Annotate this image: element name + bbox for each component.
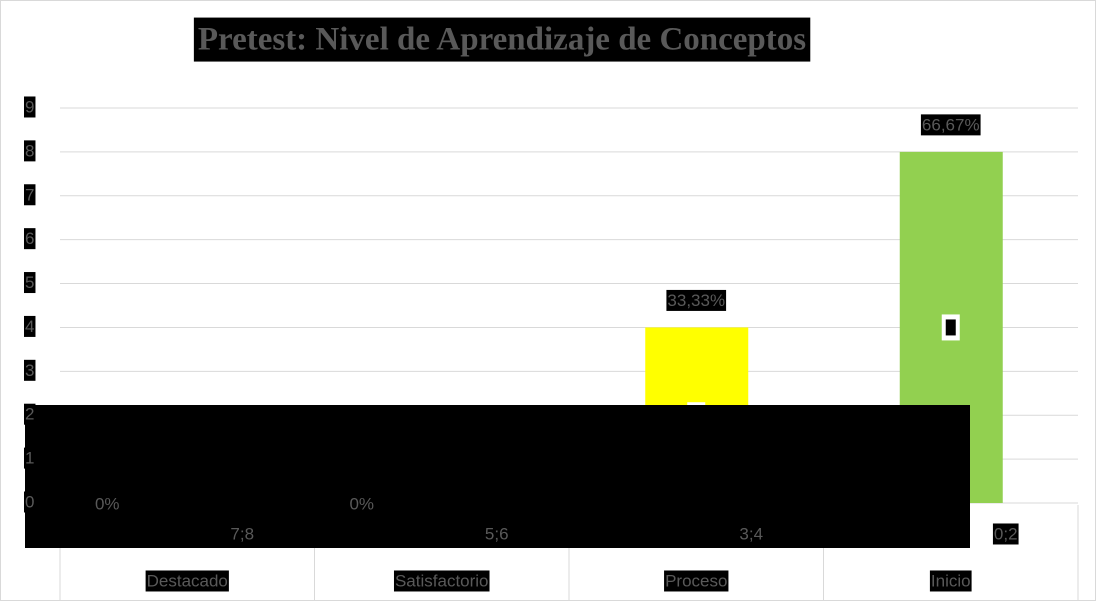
bar-marker-inner (945, 319, 956, 336)
x-range-label-group: 7;8 (229, 523, 256, 545)
y-tick-label: 8 (25, 141, 34, 160)
x-range-label-bg (483, 523, 510, 545)
y-tick-label-group: 8 (24, 140, 36, 162)
y-tick-label: 5 (25, 273, 34, 292)
x-range-label-bg (229, 523, 256, 545)
data-label: 66,67% (922, 115, 980, 134)
y-tick-label-bg (24, 315, 36, 337)
x-tick-label-group: Inicio (929, 570, 972, 592)
y-tick-label-bg (24, 184, 36, 206)
x-range-label-bg (992, 523, 1019, 545)
data-label-bg (348, 493, 376, 515)
y-tick-label-group: 7 (24, 184, 36, 206)
y-tick-label-group: 5 (24, 272, 36, 294)
x-range-label-group: 3;4 (738, 523, 765, 545)
y-tick-label: 7 (25, 185, 34, 204)
y-tick-label-group: 9 (24, 96, 36, 118)
x-tick-label: Satisfactorio (395, 571, 489, 590)
y-tick-label-bg (24, 140, 36, 162)
y-tick-label: 6 (25, 229, 34, 248)
x-tick-label-group: Proceso (664, 570, 729, 592)
x-range-label-bg (738, 523, 765, 545)
y-tick-label-bg (24, 447, 36, 469)
x-tick-label-group: Satisfactorio (393, 570, 490, 592)
y-tick-label-bg (24, 359, 36, 381)
data-label-bg (666, 289, 727, 311)
x-tick-label-group: Destacado (145, 570, 229, 592)
data-label-group: 33,33% (666, 289, 727, 311)
y-tick-label-group: 3 (24, 359, 36, 381)
y-tick-label: 2 (25, 405, 34, 424)
data-label-bg (920, 114, 981, 136)
x-range-label: 7;8 (230, 524, 254, 543)
data-label-bg (93, 493, 121, 515)
y-tick-label-bg (24, 96, 36, 118)
x-tick-label-bg (393, 570, 490, 592)
data-label: 0% (95, 494, 120, 513)
x-tick-label-bg (145, 570, 229, 592)
y-tick-label: 1 (25, 449, 34, 468)
chart-title-group: Pretest: Nivel de Aprendizaje de Concept… (193, 17, 811, 62)
y-tick-label-group: 6 (24, 228, 36, 250)
data-label-group: 0% (348, 493, 376, 515)
x-tick-label: Destacado (147, 571, 228, 590)
y-tick-label-bg (24, 403, 36, 425)
y-tick-label: 0 (25, 492, 34, 511)
x-range-label: 5;6 (485, 524, 509, 543)
y-tick-label: 3 (25, 361, 34, 380)
data-label-group: 0% (93, 493, 121, 515)
y-tick-label-group: 2 (24, 403, 36, 425)
x-tick-label-bg (664, 570, 729, 592)
x-range-label-group: 5;6 (483, 523, 510, 545)
y-tick-label-group: 4 (24, 315, 36, 337)
y-tick-label-group: 1 (24, 447, 36, 469)
x-tick-label: Inicio (931, 571, 971, 590)
x-range-label-group: 0;2 (992, 523, 1019, 545)
chart-title: Pretest: Nivel de Aprendizaje de Concept… (198, 22, 806, 58)
x-range-label: 3;4 (739, 524, 763, 543)
chart-title-bg (193, 17, 811, 62)
y-tick-label-bg (24, 491, 36, 513)
y-tick-label: 9 (25, 97, 34, 116)
x-tick-label: Proceso (665, 571, 727, 590)
y-tick-label: 4 (25, 317, 34, 336)
y-tick-label-bg (24, 272, 36, 294)
data-label-group: 66,67% (920, 114, 981, 136)
data-label: 33,33% (667, 291, 725, 310)
data-label: 0% (349, 494, 374, 513)
y-tick-label-bg (24, 228, 36, 250)
x-tick-label-bg (929, 570, 972, 592)
labels: Pretest: Nivel de Aprendizaje de Concept… (24, 17, 1019, 592)
x-range-label: 0;2 (994, 524, 1018, 543)
y-tick-label-group: 0 (24, 491, 36, 513)
